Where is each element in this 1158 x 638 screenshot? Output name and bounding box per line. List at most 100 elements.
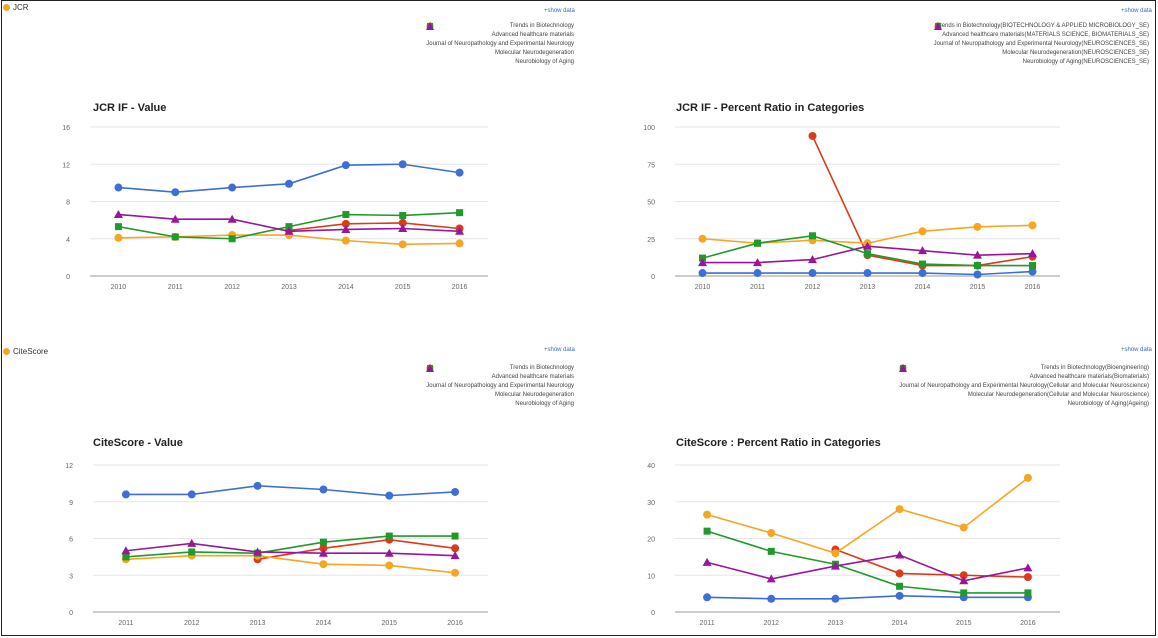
y-tick-label: 30	[647, 500, 655, 507]
citescore-show-data-link-left[interactable]: +show data	[544, 347, 575, 353]
data-point	[451, 544, 460, 553]
data-point	[698, 269, 707, 278]
data-point	[959, 576, 969, 585]
section-jcr-header[interactable]: JCR	[3, 3, 29, 12]
legend-label: Trends in Biotechnology	[509, 23, 574, 29]
legend-label: Advanced healthcare materials	[491, 32, 574, 38]
data-point	[767, 594, 776, 603]
data-point	[455, 226, 465, 235]
x-tick-label: 2012	[805, 284, 821, 291]
data-point	[1028, 221, 1037, 230]
x-tick-label: 2015	[956, 620, 972, 627]
section-citescore-header[interactable]: CiteScore	[3, 347, 48, 356]
data-point	[450, 551, 460, 560]
jcr-show-data-link-left[interactable]: +show data	[544, 8, 575, 14]
legend-item[interactable]: Neurobiology of Aging	[426, 22, 574, 67]
series-line	[118, 163, 460, 193]
data-point	[863, 241, 872, 250]
y-tick-label: 10	[647, 573, 655, 580]
data-point	[754, 239, 761, 247]
data-point	[341, 219, 350, 228]
data-point	[188, 548, 196, 556]
data-point	[122, 553, 130, 561]
legend-label: Advanced healthcare materials(Biomateria…	[1029, 374, 1149, 380]
data-point	[753, 269, 762, 278]
series-line	[125, 554, 456, 574]
data-point	[284, 226, 294, 235]
data-point	[285, 223, 293, 231]
chart-svg: 0 25 50 75 100 2010 2011 2012 2013 2014 2015 2016	[643, 125, 1060, 291]
data-point	[974, 262, 981, 270]
legend-label: Molecular Neurodegeneration	[494, 392, 574, 398]
data-point	[960, 589, 968, 597]
x-tick-label: 2016	[1025, 284, 1041, 291]
y-tick-label: 0	[69, 610, 73, 617]
data-point	[342, 211, 350, 219]
chart-svg: 0 3 6 9 12 2011 2012 2013 2014 2015 2016	[65, 463, 488, 627]
chart-title: CiteScore - Value	[93, 437, 183, 449]
jcr-show-data-link-right[interactable]: +show data	[1121, 8, 1152, 14]
data-point	[171, 188, 180, 197]
x-tick-label: 2016	[447, 620, 463, 627]
series-line	[706, 477, 1029, 555]
x-tick-label: 2013	[860, 284, 876, 291]
triangle-legend-marker	[426, 22, 435, 30]
legend-label: Neurobiology of Aging	[515, 59, 574, 65]
x-tick-label: 2015	[395, 284, 411, 291]
legend-item[interactable]: Neurobiology of Aging(Ageing)	[899, 364, 1149, 409]
x-tick-label: 2012	[184, 620, 200, 627]
chart-title: CiteScore : Percent Ratio in Categories	[676, 437, 881, 449]
data-point	[227, 214, 237, 223]
x-tick-label: 2014	[338, 284, 354, 291]
data-point	[1023, 473, 1032, 482]
data-point	[341, 236, 350, 245]
legend-label: Molecular Neurodegeneration(Cellular and…	[967, 392, 1149, 398]
data-point	[319, 485, 328, 494]
y-tick-label: 9	[69, 500, 73, 507]
data-point	[319, 560, 328, 569]
data-point	[918, 227, 927, 236]
x-tick-label: 2010	[695, 284, 711, 291]
data-point	[809, 232, 816, 240]
data-point	[187, 538, 197, 547]
data-point	[895, 591, 904, 600]
citescore-show-data-link-right[interactable]: +show data	[1121, 347, 1152, 353]
data-point	[808, 269, 817, 278]
data-point	[385, 532, 393, 540]
x-tick-label: 2010	[111, 284, 127, 291]
x-tick-label: 2015	[970, 284, 986, 291]
legend-label: Advanced healthcare materials(MATERIALS …	[942, 32, 1149, 38]
legend-item[interactable]: Neurobiology of Aging	[426, 364, 574, 409]
data-point	[753, 258, 762, 267]
x-tick-label: 2014	[892, 620, 908, 627]
series-line	[707, 595, 1028, 600]
data-point	[455, 168, 464, 177]
data-point	[864, 250, 871, 258]
data-point	[341, 224, 351, 233]
legend-label: Neurobiology of Aging(Ageing)	[1067, 401, 1149, 407]
triangle-legend-marker	[899, 364, 908, 372]
data-point	[398, 240, 407, 249]
x-tick-label: 2015	[381, 620, 397, 627]
chart-legend: Trends in Biotechnology Advanced healthca…	[426, 364, 574, 409]
data-point	[703, 527, 711, 535]
legend-item[interactable]: Neurobiology of Aging(NEUROSCIENCES_SE)	[933, 22, 1149, 67]
data-point	[385, 491, 394, 500]
data-point	[1024, 589, 1032, 597]
chart-panel-citescore-percent: Trends in Biotechnology(Bioengineering) A…	[580, 356, 1155, 636]
y-tick-label: 100	[643, 125, 655, 132]
x-tick-label: 2016	[1020, 620, 1036, 627]
y-tick-label: 12	[62, 162, 70, 169]
legend-label: Journal of Neuropathology and Experiment…	[426, 383, 574, 389]
legend-label: Neurobiology of Aging(NEUROSCIENCES_SE)	[1022, 59, 1149, 65]
data-point	[918, 269, 927, 278]
data-point	[121, 490, 130, 499]
legend-label: Journal of Neuropathology and Experiment…	[899, 383, 1149, 389]
data-point	[808, 131, 817, 140]
data-point	[702, 557, 712, 566]
legend-label: Journal of Neuropathology and Experiment…	[426, 41, 574, 47]
data-point	[451, 568, 460, 577]
data-point	[766, 574, 776, 583]
chart-legend: Trends in Biotechnology(Bioengineering) A…	[899, 364, 1149, 409]
